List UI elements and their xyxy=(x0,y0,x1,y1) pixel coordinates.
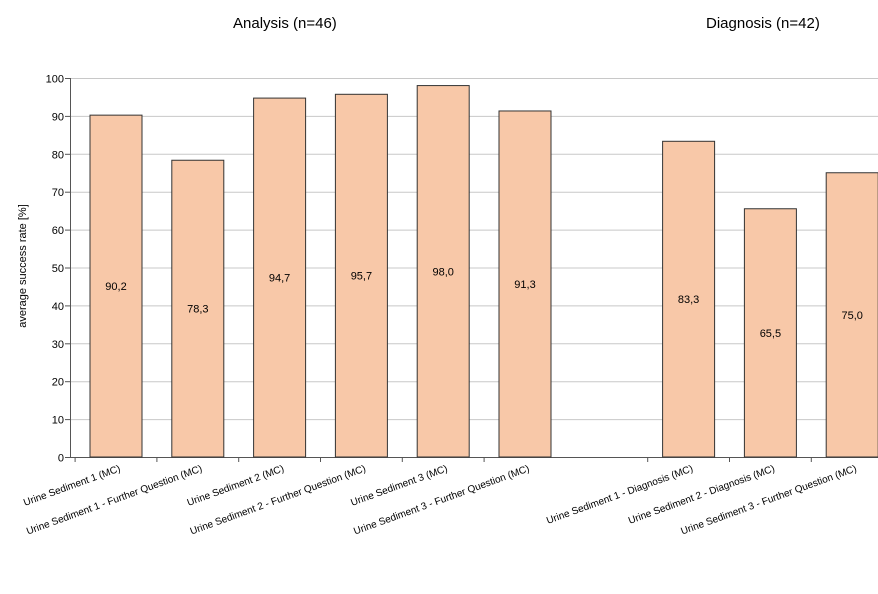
data-label: 94,7 xyxy=(269,273,290,285)
bar xyxy=(416,85,470,458)
y-tick-label: 90 xyxy=(52,111,64,123)
bar xyxy=(662,140,716,458)
y-tick-label: 20 xyxy=(52,377,64,389)
y-tick-label: 60 xyxy=(52,225,64,237)
y-tick-label: 80 xyxy=(52,149,64,161)
x-category-label: Urine Sediment 2 - Diagnosis (MC) xyxy=(627,463,776,526)
data-label: 83,3 xyxy=(678,294,699,306)
data-label: 65,5 xyxy=(760,328,781,340)
y-tick-label: 30 xyxy=(52,339,64,351)
bar xyxy=(334,93,388,458)
diagnosis-group-title: Diagnosis (n=42) xyxy=(706,15,820,32)
axes xyxy=(65,78,878,462)
bar xyxy=(825,172,878,458)
bar xyxy=(498,110,552,458)
data-label: 98,0 xyxy=(432,266,453,278)
data-label: 91,3 xyxy=(514,279,535,291)
bar xyxy=(743,208,797,458)
data-label: 78,3 xyxy=(187,304,208,316)
data-label: 95,7 xyxy=(351,271,372,283)
y-tick-label: 100 xyxy=(46,74,64,86)
analysis-group-title: Analysis (n=46) xyxy=(233,15,337,32)
y-tick-label: 40 xyxy=(52,301,64,313)
data-label: 75,0 xyxy=(841,310,862,322)
y-tick-label: 50 xyxy=(52,263,64,275)
bar xyxy=(171,159,225,458)
bar xyxy=(89,114,143,458)
bars xyxy=(89,85,878,458)
y-tick-label: 70 xyxy=(52,187,64,199)
bar xyxy=(253,97,307,458)
y-axis-label: average success rate [%] xyxy=(17,204,29,328)
data-label: 90,2 xyxy=(105,281,126,293)
y-tick-label: 10 xyxy=(52,415,64,427)
y-tick-label: 0 xyxy=(58,453,64,465)
x-category-label: Urine Sediment 1 - Diagnosis (MC) xyxy=(545,463,694,526)
